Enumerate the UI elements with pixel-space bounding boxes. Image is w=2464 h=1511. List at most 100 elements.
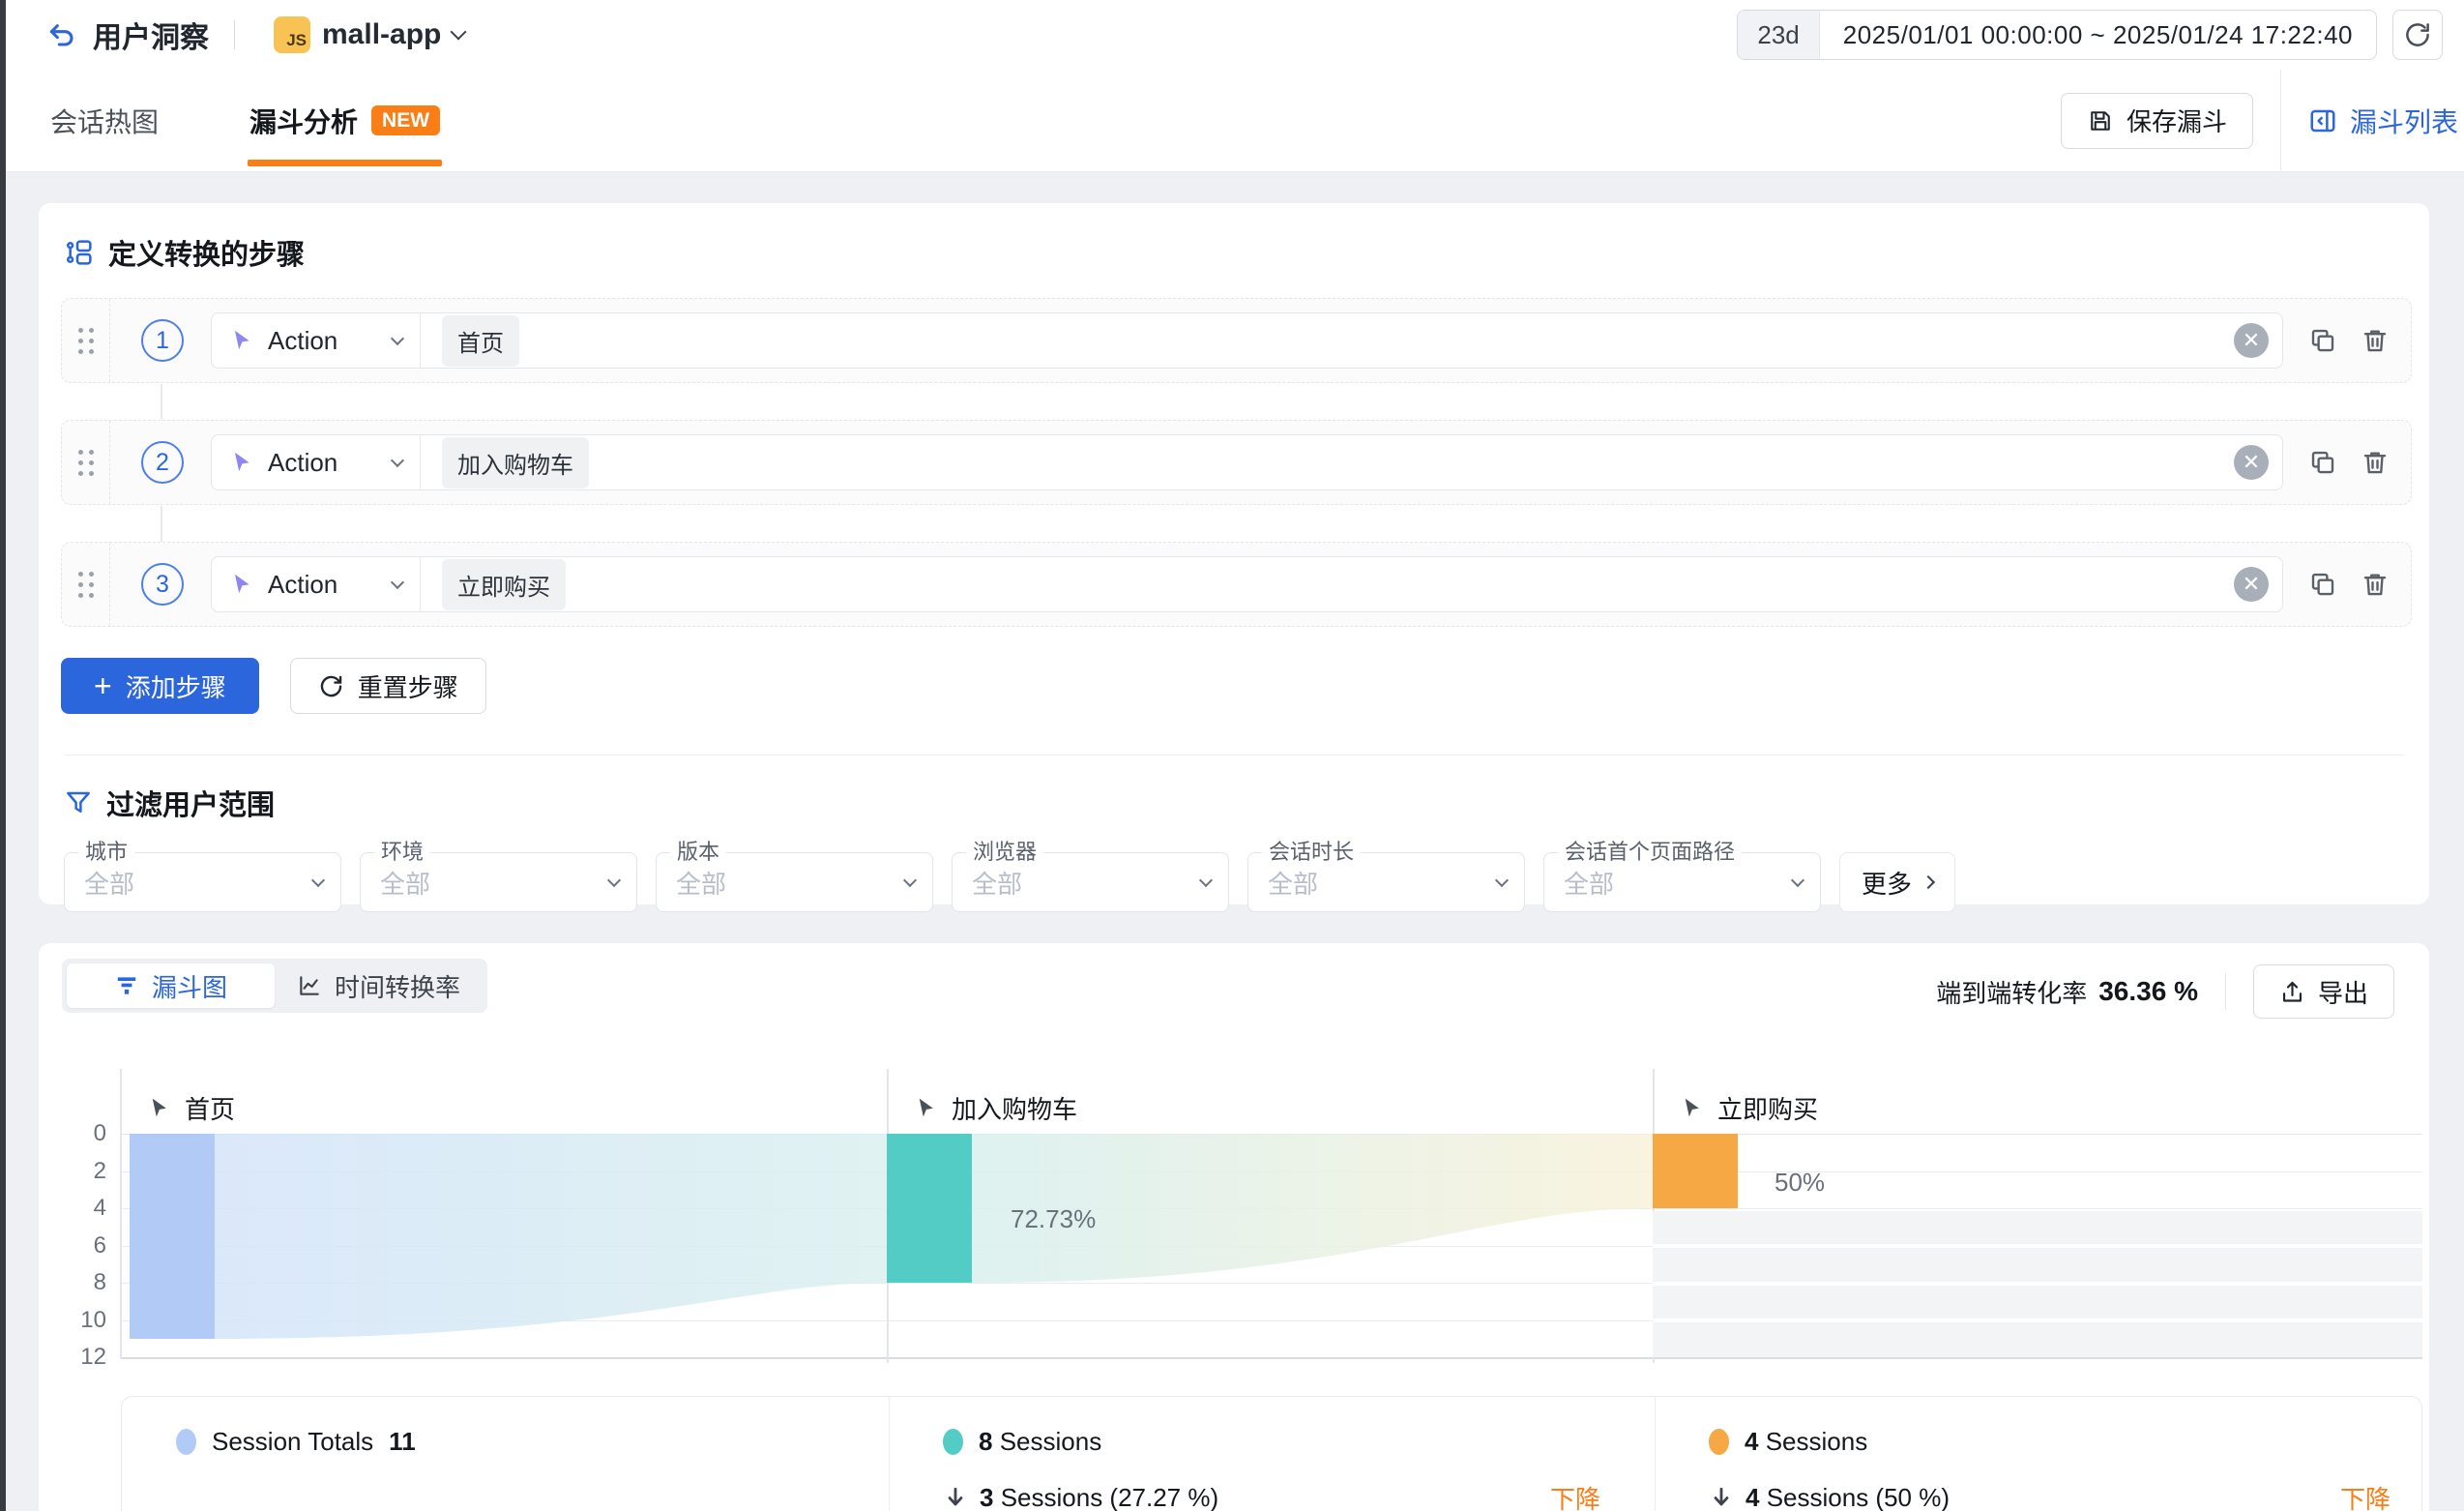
grid-line <box>120 1357 2422 1359</box>
chart-top-right: 端到端转化率 36.36 % 导出 <box>1936 964 2394 1019</box>
clear-step-icon[interactable]: ✕ <box>2234 567 2269 602</box>
funnel-chart: 0 2 4 6 8 10 12 首页 加入购物车 立即购买 <box>39 943 2429 1511</box>
tab-funnel-analysis[interactable]: 漏斗分析 NEW <box>248 70 443 172</box>
save-funnel-button[interactable]: 保存漏斗 <box>2060 92 2253 149</box>
y-axis-tick-label: 12 <box>80 1344 106 1370</box>
step-row-1: 1 Action 首页 ✕ <box>61 298 2412 421</box>
reset-icon <box>318 673 344 699</box>
conversion-rate-label-2: 72.73% <box>1011 1204 1097 1233</box>
step-number: 2 <box>141 441 184 484</box>
delete-step-icon[interactable] <box>2361 570 2390 599</box>
legend-dot <box>943 1428 963 1455</box>
drag-handle[interactable] <box>62 421 110 504</box>
y-axis-tick-label: 8 <box>93 1269 106 1295</box>
clear-step-icon[interactable]: ✕ <box>2234 323 2269 358</box>
reset-steps-button[interactable]: 重置步骤 <box>289 658 486 714</box>
refresh-button[interactable] <box>2392 10 2443 60</box>
legend-dot <box>1709 1428 1729 1455</box>
chevron-down-icon <box>310 873 326 887</box>
export-button[interactable]: 导出 <box>2252 964 2394 1019</box>
drag-handle[interactable] <box>62 543 110 626</box>
step-actions: + 添加步骤 重置步骤 <box>61 658 2429 714</box>
event-tag[interactable]: 首页 <box>442 314 519 367</box>
event-tag[interactable]: 加入购物车 <box>442 436 589 489</box>
end-to-end-rate-label: 端到端转化率 <box>1936 978 2088 1008</box>
conversion-rate-label-3: 50% <box>1775 1168 1826 1197</box>
chevron-down-icon <box>1790 873 1805 887</box>
funnel-bar-buy[interactable] <box>1653 1134 1738 1208</box>
filter-environment[interactable]: 环境 全部 <box>360 840 637 912</box>
funnel-bar-cart[interactable] <box>887 1134 972 1283</box>
tab-time-conversion[interactable]: 时间转换率 <box>275 963 483 1008</box>
copy-step-icon[interactable] <box>2308 326 2337 355</box>
y-axis-tick-label: 2 <box>93 1157 106 1184</box>
step-number: 3 <box>141 563 184 606</box>
y-axis-tick-label: 6 <box>93 1231 106 1259</box>
chevron-down-icon <box>606 873 622 887</box>
filter-section-title: 过滤用户范围 <box>64 783 2404 823</box>
steps-list: 1 Action 首页 ✕ 2 Action <box>61 298 2412 627</box>
pointer-cursor-icon <box>914 1096 938 1120</box>
step-event-input: Action 首页 ✕ <box>211 312 2283 369</box>
pointer-cursor-icon <box>229 572 254 597</box>
summary-col-buy: 4 Sessions 4 Sessions (50 %) 下降 <box>1655 1397 2421 1511</box>
drop-badge: 下降 <box>1549 1485 1600 1511</box>
funnel-definition-card: 定义转换的步骤 1 Action 首页 ✕ 2 <box>39 203 2429 912</box>
chevron-right-icon <box>1921 874 1936 890</box>
filter-session-duration[interactable]: 会话时长 全部 <box>1247 840 1525 912</box>
copy-step-icon[interactable] <box>2308 448 2337 477</box>
date-range-text: 2025/01/01 00:00:00 ~ 2025/01/24 17:22:4… <box>1842 19 2353 49</box>
tab-session-heatmap[interactable]: 会话热图 <box>50 106 160 137</box>
funnel-bar-home[interactable] <box>130 1134 215 1339</box>
line-chart-icon <box>297 973 322 998</box>
end-to-end-rate-value: 36.36 % <box>2098 976 2198 1006</box>
clear-step-icon[interactable]: ✕ <box>2234 445 2269 480</box>
drag-handle[interactable] <box>62 299 110 382</box>
divider <box>2224 973 2226 1010</box>
add-step-button[interactable]: + 添加步骤 <box>61 658 259 714</box>
funnel-list-button[interactable]: 漏斗列表 <box>2281 102 2464 140</box>
summary-col-cart: 8 Sessions 3 Sessions (27.27 %) 下降 <box>889 1397 1655 1511</box>
step-event-input: Action 加入购物车 ✕ <box>211 434 2283 490</box>
date-range-picker[interactable]: 23d 2025/01/01 00:00:00 ~ 2025/01/24 17:… <box>1737 10 2377 60</box>
filter-version[interactable]: 版本 全部 <box>656 840 933 912</box>
funnel-summary-panel: Session Totals 11 8 Sessions 3 Sessions … <box>121 1396 2422 1511</box>
funnel-filter-icon <box>64 788 93 817</box>
chevron-down-icon <box>390 331 405 345</box>
y-axis-tick-label: 0 <box>93 1120 106 1146</box>
legend-dot <box>176 1428 196 1455</box>
panel-collapse-icon <box>2308 106 2337 135</box>
tab-funnel-chart[interactable]: 漏斗图 <box>67 963 275 1008</box>
delete-step-icon[interactable] <box>2361 326 2390 355</box>
filter-city[interactable]: 城市 全部 <box>64 840 341 912</box>
filter-browser[interactable]: 浏览器 全部 <box>952 840 1229 912</box>
funnel-chart-icon <box>114 973 139 998</box>
steps-section-title: 定义转换的步骤 <box>39 203 2429 273</box>
event-tag[interactable]: 立即购买 <box>442 558 566 610</box>
app-switcher[interactable]: JS mall-app <box>274 16 467 53</box>
new-badge: NEW <box>371 105 441 135</box>
event-type-select[interactable]: Action <box>212 435 421 489</box>
top-bar: 用户洞察 JS mall-app 23d 2025/01/01 00:00:00… <box>6 0 2464 70</box>
chevron-down-icon <box>390 575 405 589</box>
event-type-select[interactable]: Action <box>212 313 421 368</box>
divider <box>1655 1397 1656 1511</box>
copy-step-icon[interactable] <box>2308 570 2337 599</box>
step-row-2: 2 Action 加入购物车 ✕ <box>61 420 2412 543</box>
divider <box>889 1397 890 1511</box>
pointer-cursor-icon <box>229 450 254 475</box>
more-filters-button[interactable]: 更多 <box>1839 852 1956 912</box>
grid-line <box>120 1283 2422 1284</box>
js-app-icon: JS <box>274 16 310 53</box>
y-axis-tick-label: 10 <box>80 1306 106 1333</box>
funnel-chart-card: 漏斗图 时间转换率 端到端转化率 36.36 % 导出 0 2 4 6 8 10 12 首页… <box>39 943 2429 1511</box>
back-undo-icon[interactable] <box>44 17 79 52</box>
page-title: 用户洞察 <box>93 22 209 54</box>
filter-first-page-path[interactable]: 会话首个页面路径 全部 <box>1543 840 1821 912</box>
filter-row: 城市 全部 环境 全部 版本 全部 浏览器 全部 会话时长 全部 <box>64 840 2404 912</box>
funnel-flow-areas <box>215 1134 1653 1339</box>
event-type-select[interactable]: Action <box>212 557 421 611</box>
delete-step-icon[interactable] <box>2361 448 2390 477</box>
funnel-lost-region <box>1653 1211 2422 1357</box>
filter-section: 过滤用户范围 城市 全部 环境 全部 版本 全部 浏览器 全部 <box>64 755 2404 912</box>
